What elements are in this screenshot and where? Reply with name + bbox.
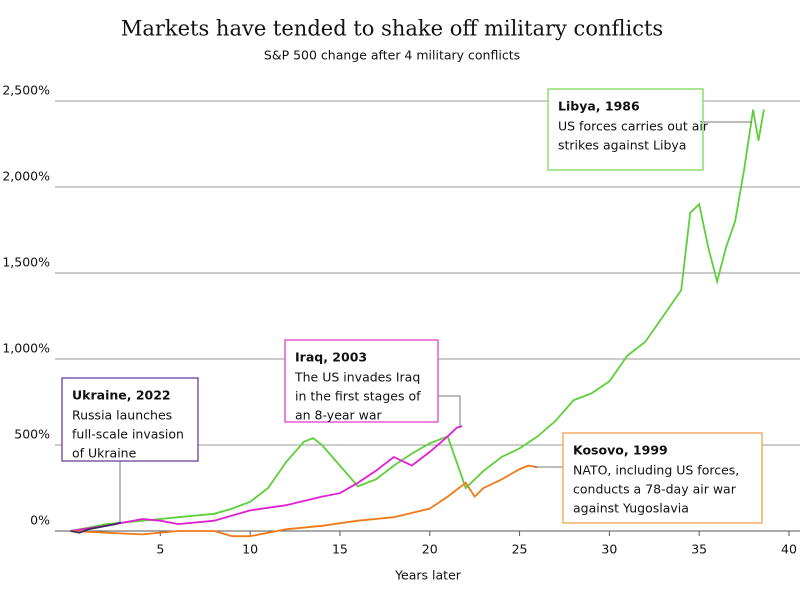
y-tick-label: 2,500%: [2, 83, 50, 98]
x-tick-label: 30: [601, 542, 617, 557]
annotation-text: strikes against Libya: [558, 138, 686, 153]
annotation-text: of Ukraine: [72, 446, 137, 461]
annotation-title: Libya, 1986: [558, 99, 640, 114]
x-tick-label: 10: [242, 542, 258, 557]
x-axis-label: Years later: [394, 568, 462, 583]
y-tick-label: 1,500%: [2, 255, 50, 270]
annotation-box: [562, 432, 763, 524]
x-tick-label: 5: [156, 542, 164, 557]
annotation-title: Iraq, 2003: [295, 350, 367, 365]
annotation-text: US forces carries out air: [558, 119, 709, 134]
annotation-text: in the first stages of: [295, 389, 421, 404]
annotation-title: Ukraine, 2022: [72, 388, 171, 403]
annotation-title: Kosovo, 1999: [573, 443, 668, 458]
x-tick-label: 20: [422, 542, 438, 557]
annotation-box: [284, 339, 439, 423]
chart-title: Markets have tended to shake off militar…: [121, 17, 663, 41]
annotation-text: Russia launches: [72, 408, 172, 423]
annotation-text: NATO, including US forces,: [573, 463, 739, 478]
chart-subtitle: S&P 500 change after 4 military conflict…: [264, 48, 520, 63]
annotation-box: [547, 88, 704, 171]
x-tick-label: 25: [512, 542, 528, 557]
annotation-text: conducts a 78-day air war: [573, 482, 737, 497]
x-tick-label: 15: [332, 542, 348, 557]
x-tick-label: 40: [781, 542, 797, 557]
y-tick-label: 1,000%: [2, 341, 50, 356]
annotation-text: The US invades Iraq: [294, 370, 420, 385]
annotation-text: full-scale invasion: [72, 427, 184, 442]
annotation-text: an 8-year war: [295, 408, 383, 423]
series-line: [70, 464, 538, 538]
y-tick-label: 2,000%: [2, 169, 50, 184]
annotation-leader: [438, 395, 461, 428]
series-line: [70, 521, 122, 534]
annotation-box: [61, 377, 199, 462]
series-line: [70, 109, 765, 532]
annotation-text: against Yugoslavia: [573, 501, 689, 516]
x-tick-label: 35: [691, 542, 707, 557]
y-tick-label: 0%: [30, 513, 50, 528]
series-line: [70, 425, 463, 532]
y-tick-label: 500%: [14, 427, 50, 442]
